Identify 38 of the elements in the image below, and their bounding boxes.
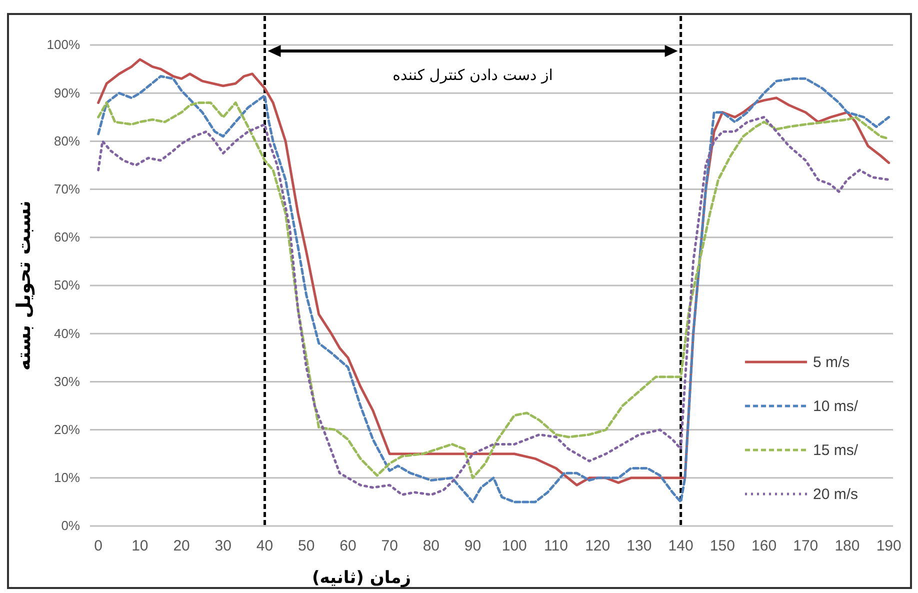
x-tick-label: 20 xyxy=(173,538,190,555)
x-tick-label: 180 xyxy=(834,538,860,555)
x-tick-label: 90 xyxy=(464,538,482,555)
x-tick-label: 50 xyxy=(298,538,315,555)
y-tick-label: 10% xyxy=(54,470,80,486)
x-tick-label: 150 xyxy=(710,538,735,555)
y-tick-label: 90% xyxy=(54,85,80,100)
x-tick-label: 160 xyxy=(752,538,777,555)
x-tick-label: 170 xyxy=(793,538,818,555)
x-tick-label: 100 xyxy=(502,538,527,555)
x-tick-label: 140 xyxy=(668,538,694,555)
x-tick-label: 10 xyxy=(132,538,148,555)
annotation: از دست دادن کنترل کننده xyxy=(392,66,553,84)
legend-label: 5 m/s xyxy=(813,354,850,371)
y-axis-title: نسبت تحویل بسته xyxy=(13,200,35,371)
x-tick-label: 60 xyxy=(340,538,356,555)
legend-label: 15 ms/ xyxy=(813,442,859,459)
y-tick-label: 80% xyxy=(54,133,80,148)
x-axis-title: زمان (ثانیه) xyxy=(312,568,412,588)
y-tick-label: 70% xyxy=(54,181,80,196)
y-tick-label: 100% xyxy=(46,37,80,52)
y-tick-label: 30% xyxy=(54,374,80,389)
x-tick-label: 30 xyxy=(214,538,232,555)
legend-label: 10 ms/ xyxy=(813,398,859,415)
legend-label: 20 m/s xyxy=(813,486,858,503)
x-tick-label: 110 xyxy=(544,538,568,555)
x-tick-label: 120 xyxy=(585,538,610,555)
y-tick-label: 0% xyxy=(61,518,80,534)
x-tick-label: 80 xyxy=(422,538,440,555)
x-tick-label: 190 xyxy=(876,538,902,555)
y-tick-label: 20% xyxy=(54,422,80,437)
x-tick-label: 70 xyxy=(381,538,398,555)
y-tick-label: 50% xyxy=(54,278,80,293)
y-tick-label: 60% xyxy=(54,230,80,245)
x-tick-label: 0 xyxy=(94,538,102,555)
y-tick-label: 40% xyxy=(54,326,80,341)
x-tick-label: 130 xyxy=(626,538,652,555)
x-tick-label: 40 xyxy=(256,538,274,555)
